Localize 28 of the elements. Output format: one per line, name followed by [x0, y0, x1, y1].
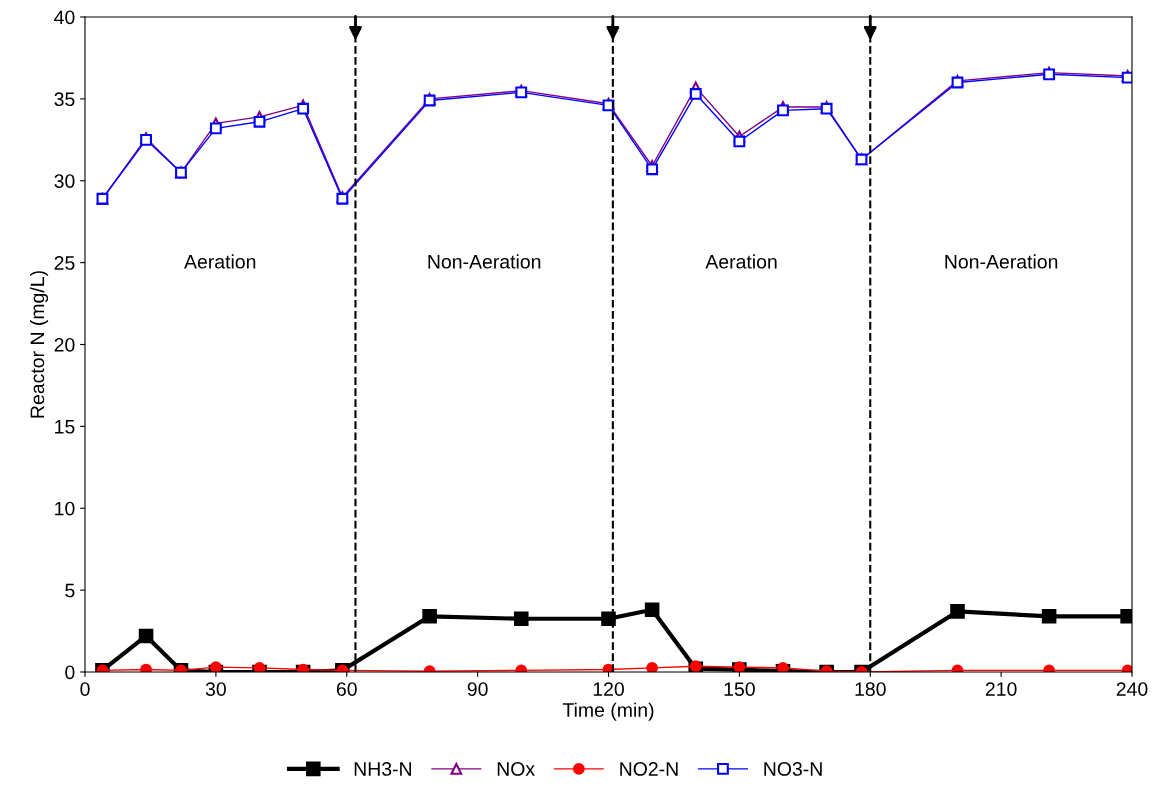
y-axis-title: Reactor N (mg/L): [29, 271, 49, 418]
x-tick-label: 150: [724, 682, 755, 696]
x-tick-label: 210: [985, 682, 1017, 696]
x-tick-label: 60: [336, 682, 357, 696]
annotation: Aeration: [184, 254, 256, 269]
x-tick-label: 240: [1116, 682, 1148, 696]
y-tick-label: 25: [54, 256, 75, 270]
x-axis-title: Time (min): [562, 702, 654, 721]
x-tick-label: 30: [205, 682, 226, 696]
y-tick-label: 35: [54, 92, 75, 107]
annotation: Non-Aeration: [945, 254, 1058, 269]
legend-label: NOx: [497, 762, 535, 776]
x-tick-label: 0: [80, 682, 90, 696]
x-tick-label: 120: [593, 682, 624, 696]
annotation: Aeration: [705, 254, 777, 269]
x-tick-label: 180: [855, 682, 886, 696]
y-tick-label: 40: [54, 10, 75, 25]
annotation: Non-Aeration: [428, 254, 541, 269]
y-tick-label: 0: [65, 665, 75, 680]
y-tick-label: 15: [55, 420, 75, 434]
y-tick-label: 5: [65, 583, 75, 598]
legend-label: NO3-N: [764, 762, 822, 776]
y-tick-label: 20: [54, 337, 75, 352]
x-tick-label: 90: [467, 682, 488, 696]
y-tick-label: 10: [55, 501, 75, 516]
legend-label: NH3-N: [354, 762, 411, 776]
legend-label: NO2-N: [620, 762, 678, 776]
y-tick-label: 30: [54, 174, 75, 188]
